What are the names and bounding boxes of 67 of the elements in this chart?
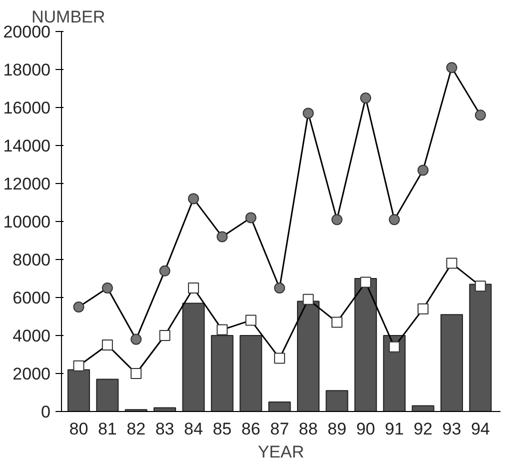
point	[102, 282, 113, 294]
point	[73, 302, 84, 312]
bar	[326, 390, 348, 412]
point	[245, 212, 256, 224]
y-tick-label: 16000	[3, 98, 51, 118]
x-tick-label: 91	[384, 420, 404, 438]
point	[302, 108, 314, 119]
x-tick-label: 85	[212, 420, 232, 438]
point	[331, 316, 342, 328]
bar	[440, 314, 463, 412]
point	[360, 92, 372, 104]
y-tick-label: 14000	[3, 136, 51, 156]
point	[388, 214, 400, 226]
x-tick-label: 87	[270, 420, 290, 438]
point	[216, 231, 228, 242]
point	[130, 368, 142, 379]
point	[73, 360, 84, 372]
bar	[469, 284, 492, 412]
point	[130, 334, 142, 345]
x-tick-label: 82	[126, 420, 146, 438]
x-tick-label: 88	[298, 420, 318, 438]
point	[360, 276, 372, 288]
point	[418, 164, 429, 176]
bar	[96, 378, 119, 412]
bar	[67, 369, 90, 412]
point	[474, 110, 486, 121]
x-tick-label: 81	[98, 420, 117, 438]
point	[331, 214, 342, 226]
y-tick-label: 8000	[12, 250, 51, 270]
y-tick-label: 6000	[12, 288, 51, 308]
y-tick-label: 10000	[3, 212, 51, 232]
point	[302, 294, 314, 305]
bar	[154, 407, 176, 412]
x-tick-label: 80	[69, 420, 88, 438]
bar	[210, 335, 234, 412]
x-tick-label: 89	[327, 420, 346, 438]
point	[388, 341, 400, 352]
x-tick-label: 86	[241, 420, 260, 438]
bar	[268, 402, 291, 412]
y-tick-label: 0	[41, 402, 51, 422]
bar	[297, 300, 320, 412]
point	[446, 62, 458, 74]
y-tick-label: 18000	[3, 60, 51, 80]
point	[159, 330, 170, 341]
x-tick-label: 90	[356, 420, 376, 438]
bar	[240, 335, 262, 412]
point	[474, 280, 486, 292]
x-tick-label: 93	[442, 420, 462, 438]
point	[418, 303, 429, 314]
point	[274, 352, 286, 364]
y-tick-label: 12000	[3, 174, 51, 194]
point	[446, 258, 458, 269]
point	[159, 265, 170, 276]
x-tick-label: 84	[184, 420, 203, 438]
x-tick-label: 83	[155, 420, 174, 438]
bar	[383, 335, 406, 412]
point	[274, 282, 286, 294]
x-axis-title: YEAR	[258, 442, 304, 462]
x-tick-label: 92	[414, 420, 432, 438]
point	[245, 314, 256, 326]
y-tick-label: 2000	[12, 364, 51, 384]
bar	[354, 278, 377, 412]
bar	[182, 302, 205, 412]
x-tick-label: 94	[470, 420, 490, 438]
point	[216, 324, 228, 336]
y-tick-label: 4000	[12, 326, 51, 346]
point	[188, 193, 199, 204]
